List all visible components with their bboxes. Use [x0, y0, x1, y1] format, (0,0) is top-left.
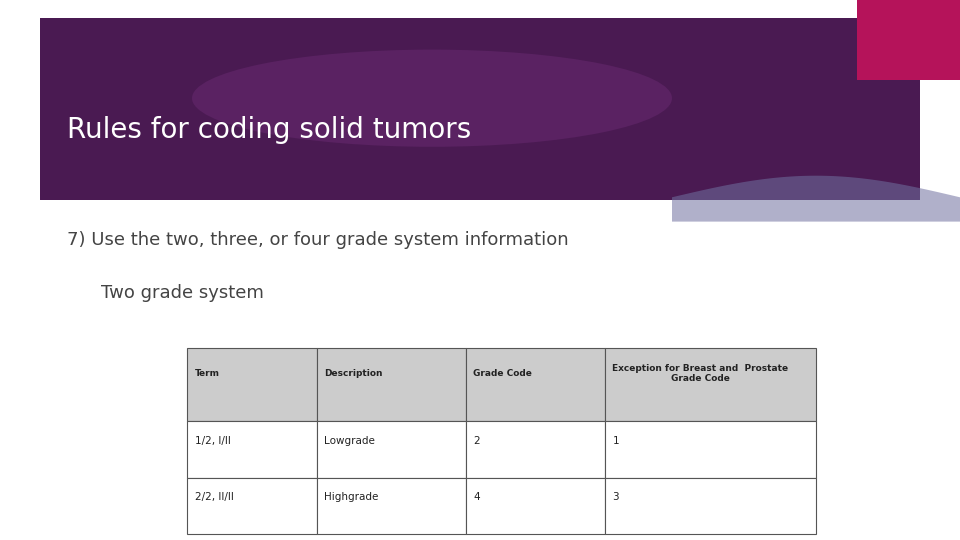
Polygon shape: [19, 194, 941, 224]
Text: 7) Use the two, three, or four grade system information: 7) Use the two, three, or four grade sys…: [67, 231, 569, 249]
Text: Term: Term: [195, 369, 220, 378]
Bar: [605, 348, 816, 421]
Text: Two grade system: Two grade system: [101, 284, 264, 302]
Text: Highgrade: Highgrade: [324, 492, 379, 502]
Bar: [605, 477, 816, 534]
Polygon shape: [672, 176, 960, 221]
Text: Rules for coding solid tumors: Rules for coding solid tumors: [67, 116, 471, 144]
Bar: [187, 477, 317, 534]
Bar: [187, 348, 317, 421]
Text: 3: 3: [612, 492, 619, 502]
Text: Lowgrade: Lowgrade: [324, 436, 375, 446]
Text: 2: 2: [473, 436, 480, 446]
Text: 1: 1: [612, 436, 619, 446]
Text: Grade Code: Grade Code: [473, 369, 532, 378]
Bar: [466, 477, 605, 534]
Text: 2/2, II/II: 2/2, II/II: [195, 492, 233, 502]
Bar: [466, 348, 605, 421]
Text: 4: 4: [473, 492, 480, 502]
Text: Exception for Breast and  Prostate
Grade Code: Exception for Breast and Prostate Grade …: [612, 364, 788, 383]
Bar: [857, 0, 960, 80]
Bar: [466, 421, 605, 477]
Text: Description: Description: [324, 369, 383, 378]
Bar: [317, 348, 466, 421]
Bar: [605, 421, 816, 477]
Bar: [317, 421, 466, 477]
Bar: [317, 477, 466, 534]
Bar: [40, 18, 920, 200]
Ellipse shape: [192, 50, 672, 147]
Text: 1/2, I/II: 1/2, I/II: [195, 436, 230, 446]
Bar: [187, 421, 317, 477]
